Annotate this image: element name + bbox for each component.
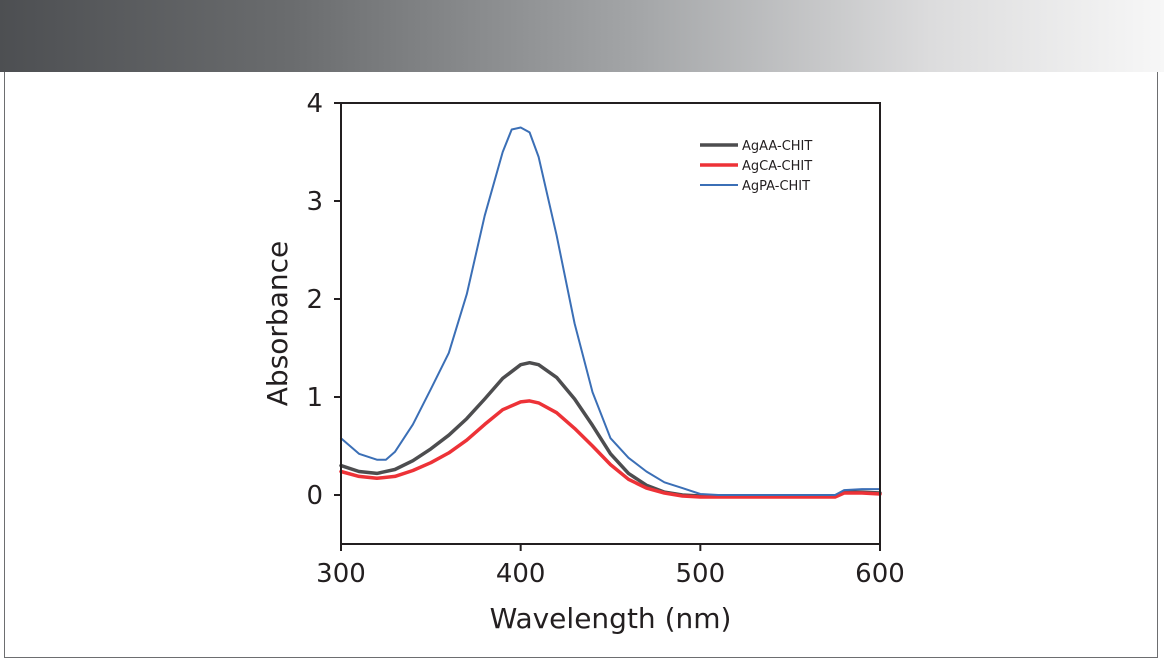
legend-label: AgCA-CHIT <box>742 159 812 174</box>
legend-label: AgAA-CHIT <box>742 139 812 154</box>
x-tick-label: 600 <box>855 559 905 589</box>
legend: AgAA-CHIT AgCA-CHIT AgPA-CHIT <box>700 139 812 194</box>
series-line-agaa-chit <box>339 360 882 498</box>
figure-border <box>4 72 1158 658</box>
x-tick-label: 400 <box>496 559 546 589</box>
y-tick-label: 4 <box>306 89 323 119</box>
plot-frame <box>340 102 881 545</box>
y-tick-label: 0 <box>306 481 323 511</box>
ticks-layer: 300 400 500 600 0 1 2 3 4 <box>306 89 904 589</box>
top-banner <box>0 0 1164 72</box>
x-axis-title: Wavelength (nm) <box>490 602 732 635</box>
series-line-agca-chit <box>339 399 882 499</box>
y-tick-label: 2 <box>306 285 323 315</box>
x-tick-label: 300 <box>316 559 366 589</box>
legend-label: AgPA-CHIT <box>742 179 810 194</box>
series-layer <box>339 126 882 499</box>
y-tick-label: 1 <box>306 383 323 413</box>
series-line-agpa-chit <box>340 126 881 496</box>
y-tick-label: 3 <box>306 187 323 217</box>
y-axis-title: Absorbance <box>261 241 294 406</box>
x-tick-label: 500 <box>676 559 726 589</box>
